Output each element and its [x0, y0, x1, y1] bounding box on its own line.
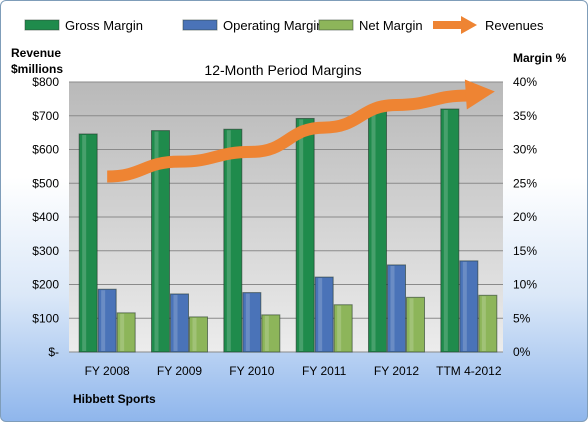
operating-margin-bar-highlight: [390, 265, 395, 351]
right-tick-label: 35%: [513, 109, 537, 123]
left-axis-ticks: $- $100 $200 $300 $400 $500 $600 $700 $800: [32, 75, 59, 359]
net-margin-bar: [189, 316, 208, 353]
revenues-legend-arrowhead: [461, 16, 477, 34]
net-margin-legend-label: Net Margin: [359, 18, 423, 33]
net-margin-bar: [261, 314, 281, 353]
revenue-point: [251, 151, 252, 152]
right-tick-label: 5%: [513, 311, 531, 325]
net-margin-bar-highlight: [192, 317, 197, 351]
operating-margin-bar: [170, 293, 189, 353]
chart-title: 12-Month Period Margins: [204, 62, 361, 78]
gross-margin-bar-highlight: [443, 110, 448, 351]
revenue-point: [468, 95, 469, 96]
right-axis-ticks: 0% 5% 10% 15% 20% 25% 30% 35% 40%: [513, 75, 537, 359]
operating-margin-bar: [242, 292, 262, 353]
gross-margin-bar-highlight: [154, 131, 159, 351]
right-axis-label: Margin %: [513, 51, 567, 65]
operating-margin-bar-highlight: [173, 294, 178, 351]
net-margin-bar-highlight: [120, 313, 125, 351]
net-margin-bar-highlight: [481, 296, 486, 351]
right-tick-label: 30%: [513, 143, 537, 157]
gross-margin-legend-label: Gross Margin: [65, 18, 143, 33]
left-tick-label: $300: [32, 244, 59, 258]
net-margin-bar: [333, 304, 353, 353]
company-name: Hibbett Sports: [73, 392, 156, 406]
x-category-label: FY 2010: [229, 364, 274, 378]
operating-margin-bar: [387, 264, 406, 353]
operating-margin-bar: [97, 288, 117, 353]
net-margin-bar-highlight: [337, 305, 342, 351]
revenue-arrowhead: [464, 79, 495, 110]
gross-margin-bar-highlight: [299, 119, 304, 351]
x-category-label: FY 2008: [85, 364, 130, 378]
left-tick-label: $500: [32, 176, 59, 190]
gross-margin-bar-highlight: [226, 130, 231, 351]
operating-margin-bar-highlight: [318, 278, 323, 351]
net-margin-bar: [406, 296, 425, 353]
x-category-label: FY 2012: [374, 364, 419, 378]
net-margin-bar: [478, 294, 498, 353]
x-category-label: FY 2009: [157, 364, 202, 378]
x-category-label: TTM 4-2012: [436, 364, 502, 378]
net-margin-legend-swatch: [318, 19, 354, 31]
left-axis-label-line1: Revenue: [11, 46, 61, 60]
gridlines: [69, 81, 503, 353]
left-tick-label: $600: [32, 143, 59, 157]
gross-margin-bar: [223, 128, 243, 353]
gross-margin-bar-highlight: [371, 111, 376, 351]
right-tick-label: 25%: [513, 176, 537, 190]
operating-margin-bar-highlight: [101, 290, 106, 351]
operating-margin-bar-highlight: [245, 293, 250, 351]
left-tick-label: $200: [32, 278, 59, 292]
gross-margin-legend-swatch: [24, 19, 60, 31]
revenue-point: [324, 127, 325, 128]
left-axis-label-line2: $millions: [11, 62, 63, 76]
operating-margin-bar: [314, 276, 334, 353]
left-tick-label: $100: [32, 311, 59, 325]
right-tick-label: 15%: [513, 244, 537, 258]
operating-margin-bar-highlight: [462, 261, 467, 351]
left-tick-label: $400: [32, 210, 59, 224]
gross-margin-bar: [78, 133, 98, 353]
operating-margin-legend-swatch: [182, 19, 218, 31]
right-tick-label: 40%: [513, 75, 537, 89]
gross-margin-bar-highlight: [82, 134, 87, 351]
net-margin-bar-highlight: [264, 315, 269, 351]
operating-margin-legend-label: Operating Margin: [223, 18, 323, 33]
left-tick-label: $700: [32, 109, 59, 123]
gross-margin-bar: [440, 108, 460, 353]
net-margin-bar: [116, 312, 136, 353]
right-tick-label: 0%: [513, 345, 531, 359]
revenue-line-path: [107, 89, 469, 183]
left-tick-label: $800: [32, 75, 59, 89]
x-axis-categories: FY 2008 FY 2009 FY 2010 FY 2011 FY 2012 TTM 4…: [85, 364, 502, 378]
x-category-label: FY 2011: [302, 364, 347, 378]
bars: [78, 108, 498, 353]
revenue-point: [396, 104, 397, 105]
revenues-legend-swatch: [433, 21, 463, 29]
right-tick-label: 10%: [513, 278, 537, 292]
revenues-legend-label: Revenues: [485, 18, 544, 33]
revenue-point: [179, 161, 180, 162]
right-tick-label: 20%: [513, 210, 537, 224]
revenue-point: [107, 176, 108, 177]
operating-margin-bar: [459, 260, 479, 353]
left-tick-label: $-: [48, 345, 59, 359]
revenue-line: [107, 79, 495, 183]
legend: Gross Margin Operating Margin Net Margin Re…: [24, 16, 544, 34]
gross-margin-bar: [151, 130, 170, 353]
gross-margin-bar: [295, 117, 315, 353]
gross-margin-bar: [368, 109, 387, 353]
net-margin-bar-highlight: [409, 298, 414, 351]
